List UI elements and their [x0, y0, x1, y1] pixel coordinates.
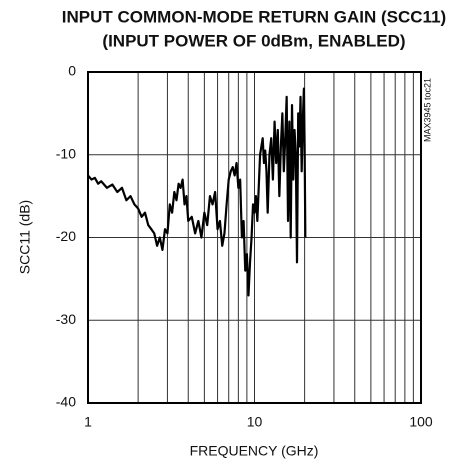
data-line — [87, 87, 307, 297]
chart-subtitle: (INPUT POWER OF 0dBm, ENABLED) — [102, 31, 405, 50]
x-tick-label: 10 — [247, 414, 263, 430]
chart-title: INPUT COMMON-MODE RETURN GAIN (SCC11) — [62, 7, 446, 26]
x-tick-label: 1 — [84, 414, 92, 430]
y-axis-label: SCC11 (dB) — [17, 200, 33, 274]
y-tick-label: -10 — [56, 145, 76, 161]
y-tick-label: -40 — [56, 394, 76, 410]
y-tick-label: -20 — [56, 228, 76, 244]
plot-frame — [87, 71, 422, 404]
x-tick-label: 100 — [409, 414, 433, 430]
x-axis-label: FREQUENCY (GHz) — [190, 443, 319, 459]
y-tick-label: -30 — [56, 311, 76, 327]
y-tick-label: 0 — [68, 63, 76, 79]
figure-id: MAX3945 toc21 — [422, 78, 432, 142]
